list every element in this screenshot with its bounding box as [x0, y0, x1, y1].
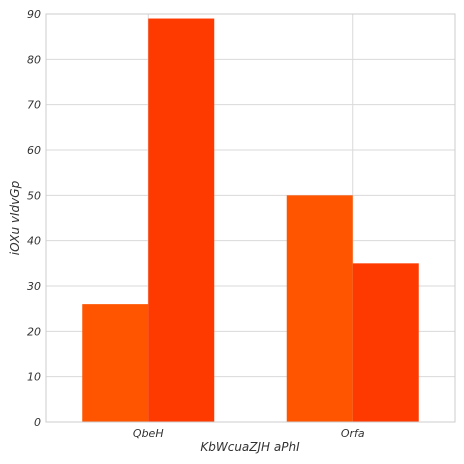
- y-tick-label: 30: [27, 280, 41, 293]
- y-tick-label: 70: [27, 99, 41, 112]
- y-tick-label: 0: [34, 416, 41, 429]
- y-tick-label: 10: [27, 371, 41, 384]
- y-tick-label: 80: [27, 53, 41, 66]
- x-tick-label: QbeH: [133, 427, 164, 440]
- y-tick-label: 90: [27, 8, 41, 21]
- y-axis-label: iOXu vIdvGp: [8, 180, 22, 255]
- bars: [82, 18, 419, 423]
- x-axis-label: KbWcuaZJH aPhI: [200, 440, 300, 454]
- bar-series2-Orfa: [352, 263, 419, 422]
- y-tick-label: 20: [27, 325, 41, 338]
- x-tick-label: Orfa: [341, 427, 365, 440]
- y-axis-ticks: 0 10 20 30 40 50 60 70 80 90: [27, 8, 41, 429]
- plot-frame: [45, 13, 456, 423]
- bar-series2-QbeH: [148, 18, 215, 423]
- y-tick-label: 50: [27, 189, 41, 202]
- bar-series1-Orfa: [286, 195, 353, 422]
- x-axis-ticks: QbeH Orfa: [133, 427, 365, 440]
- y-tick-label: 60: [27, 144, 41, 157]
- y-tick-label: 40: [27, 235, 41, 248]
- bar-series1-QbeH: [82, 304, 149, 422]
